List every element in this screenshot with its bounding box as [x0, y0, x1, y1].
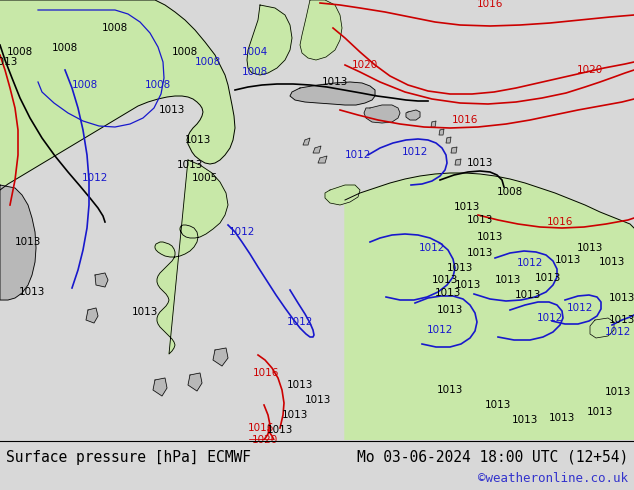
- Text: ©weatheronline.co.uk: ©weatheronline.co.uk: [478, 471, 628, 485]
- Text: 1013: 1013: [609, 293, 634, 303]
- Text: 1008: 1008: [7, 47, 33, 57]
- Text: 1013: 1013: [515, 290, 541, 300]
- Polygon shape: [590, 318, 614, 338]
- Text: 1013: 1013: [437, 305, 463, 315]
- Text: 1013: 1013: [322, 77, 348, 87]
- Text: 1008: 1008: [195, 57, 221, 67]
- Text: 1013: 1013: [485, 400, 511, 410]
- Text: 1012: 1012: [605, 327, 631, 337]
- Polygon shape: [290, 82, 375, 105]
- Polygon shape: [0, 185, 36, 300]
- Text: 1013: 1013: [15, 237, 41, 247]
- Text: 1008: 1008: [172, 47, 198, 57]
- Polygon shape: [455, 159, 461, 165]
- Polygon shape: [247, 5, 292, 75]
- Polygon shape: [318, 156, 327, 163]
- Text: 1012: 1012: [229, 227, 256, 237]
- Polygon shape: [451, 147, 457, 153]
- Polygon shape: [313, 146, 321, 153]
- Text: 1013: 1013: [598, 257, 625, 267]
- Text: 1013: 1013: [467, 158, 493, 168]
- Text: 1013: 1013: [177, 160, 203, 170]
- Text: Surface pressure [hPa] ECMWF: Surface pressure [hPa] ECMWF: [6, 449, 251, 465]
- Text: 1013: 1013: [467, 248, 493, 258]
- Text: 1013: 1013: [132, 307, 158, 317]
- Text: 1013: 1013: [305, 395, 331, 405]
- Text: 1013: 1013: [158, 105, 185, 115]
- Text: 1004: 1004: [242, 47, 268, 57]
- Text: 1016: 1016: [547, 217, 573, 227]
- Text: 1013: 1013: [287, 380, 313, 390]
- Text: 1013: 1013: [454, 202, 480, 212]
- Text: 1020: 1020: [352, 60, 378, 70]
- Text: 1008: 1008: [497, 187, 523, 197]
- Text: 1013: 1013: [605, 387, 631, 397]
- Polygon shape: [213, 348, 228, 366]
- Text: 1008: 1008: [72, 80, 98, 90]
- Polygon shape: [406, 110, 420, 120]
- Polygon shape: [300, 0, 342, 60]
- Text: 1013: 1013: [587, 407, 613, 417]
- Polygon shape: [446, 137, 451, 143]
- Text: 1012: 1012: [402, 147, 428, 157]
- Text: 1013: 1013: [437, 385, 463, 395]
- Polygon shape: [153, 378, 167, 396]
- Text: 1013: 1013: [19, 287, 45, 297]
- Polygon shape: [86, 308, 98, 323]
- Text: 1008: 1008: [145, 80, 171, 90]
- Text: 1013: 1013: [0, 57, 18, 67]
- Text: 1013: 1013: [477, 232, 503, 242]
- Text: 1012: 1012: [567, 303, 593, 313]
- Text: 1013: 1013: [512, 415, 538, 425]
- Text: 1012: 1012: [427, 325, 453, 335]
- Text: 1008: 1008: [102, 23, 128, 33]
- Text: 1016: 1016: [253, 368, 279, 378]
- Text: 1013: 1013: [535, 273, 561, 283]
- Polygon shape: [345, 173, 634, 440]
- Text: 1020: 1020: [577, 65, 603, 75]
- Text: 1012: 1012: [345, 150, 371, 160]
- Text: 1013: 1013: [447, 263, 473, 273]
- Text: 1005: 1005: [192, 173, 218, 183]
- Text: 1016: 1016: [452, 115, 478, 125]
- Polygon shape: [155, 160, 228, 354]
- Text: 1013: 1013: [435, 288, 461, 298]
- Polygon shape: [95, 273, 108, 287]
- Text: 1012: 1012: [537, 313, 563, 323]
- Text: Mo 03-06-2024 18:00 UTC (12+54): Mo 03-06-2024 18:00 UTC (12+54): [357, 449, 628, 465]
- Text: 1008: 1008: [52, 43, 78, 53]
- Polygon shape: [364, 105, 400, 123]
- Text: 1008: 1008: [242, 67, 268, 77]
- Text: 1013: 1013: [455, 280, 481, 290]
- Text: 1013: 1013: [281, 410, 308, 420]
- Text: 1016: 1016: [477, 0, 503, 9]
- Text: 1013: 1013: [555, 255, 581, 265]
- Polygon shape: [188, 373, 202, 391]
- Text: 1013: 1013: [432, 275, 458, 285]
- Text: 1013: 1013: [467, 215, 493, 225]
- Text: 1013: 1013: [577, 243, 603, 253]
- Text: 1012: 1012: [419, 243, 445, 253]
- Polygon shape: [439, 129, 444, 135]
- Polygon shape: [0, 0, 235, 190]
- Polygon shape: [431, 121, 436, 127]
- Text: 1012: 1012: [82, 173, 108, 183]
- Text: 1016: 1016: [248, 423, 274, 433]
- Text: 1013: 1013: [609, 315, 634, 325]
- Text: 1013: 1013: [267, 425, 293, 435]
- Polygon shape: [303, 138, 310, 145]
- Text: 1020: 1020: [252, 435, 278, 445]
- Text: 1012: 1012: [287, 317, 313, 327]
- Text: 1013: 1013: [185, 135, 211, 145]
- Text: 1012: 1012: [517, 258, 543, 268]
- Text: 1013: 1013: [549, 413, 575, 423]
- Text: 1013: 1013: [495, 275, 521, 285]
- Polygon shape: [325, 185, 360, 205]
